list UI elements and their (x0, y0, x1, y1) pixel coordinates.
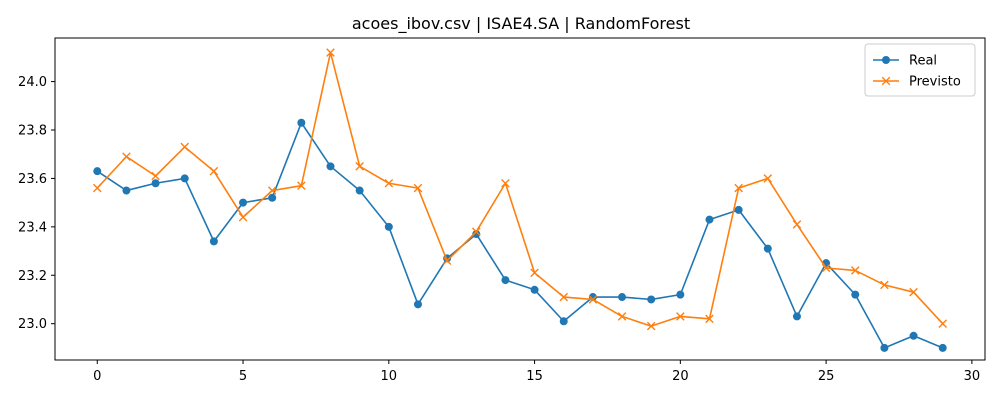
point-previsto (792, 220, 802, 229)
point-previsto (880, 280, 889, 290)
legend-item-previsto: Previsto (873, 75, 961, 90)
point-real (618, 293, 627, 302)
point-real (530, 285, 539, 294)
point-previsto (850, 266, 860, 275)
point-real (297, 118, 306, 127)
point-previsto (355, 162, 364, 171)
point-previsto (646, 321, 656, 331)
y-tick-label: 24.0 (18, 75, 47, 90)
legend: Real Previsto (864, 43, 976, 97)
series-previsto (92, 48, 948, 331)
point-previsto (151, 171, 160, 181)
point-previsto (442, 256, 452, 266)
plot-area (54, 37, 986, 361)
legend-item-real: Real (873, 54, 937, 69)
point-real (268, 193, 277, 202)
point-previsto (122, 152, 131, 161)
point-previsto (471, 227, 481, 236)
point-previsto (588, 295, 598, 304)
point-previsto (180, 142, 190, 152)
point-previsto (734, 183, 743, 193)
point-real (792, 312, 801, 321)
y-tick-label: 23.8 (18, 124, 47, 139)
x-tick-label: 30 (964, 369, 981, 384)
y-tick-label: 23.4 (18, 220, 47, 235)
series-line-previsto (96, 51, 944, 327)
point-previsto (92, 183, 102, 193)
point-real (938, 343, 947, 352)
point-real (647, 295, 656, 304)
x-tick-label: 5 (239, 369, 247, 384)
y-axis: 23.0 23.2 23.4 23.6 23.8 24.0 (18, 75, 55, 332)
point-real (122, 186, 131, 195)
legend-label-previsto: Previsto (909, 75, 961, 90)
plot-frame (54, 37, 986, 361)
point-previsto (501, 178, 510, 188)
point-real (880, 343, 889, 352)
point-previsto (821, 263, 831, 273)
point-real (93, 167, 102, 176)
point-previsto (705, 314, 714, 324)
point-previsto (413, 183, 423, 193)
point-previsto (238, 212, 248, 222)
legend-box (864, 43, 976, 97)
x-axis: 0 5 10 15 20 25 30 (93, 360, 980, 384)
point-previsto (384, 178, 394, 188)
point-previsto (909, 287, 918, 297)
point-previsto (617, 312, 627, 321)
point-previsto (326, 48, 335, 57)
point-real (734, 205, 743, 214)
point-real (676, 290, 685, 299)
series-layer (92, 48, 948, 352)
y-tick-label: 23.6 (18, 172, 47, 187)
point-real (209, 237, 218, 246)
point-previsto (763, 174, 773, 183)
x-tick-label: 15 (526, 369, 543, 384)
legend-label-real: Real (909, 54, 937, 69)
point-real (151, 179, 160, 188)
point-real (909, 331, 918, 340)
point-real (326, 162, 335, 171)
point-previsto (209, 166, 219, 176)
point-real (501, 276, 510, 285)
point-real (384, 222, 393, 231)
point-previsto (297, 181, 306, 190)
point-previsto (559, 292, 569, 302)
point-previsto (938, 319, 948, 328)
x-tick-label: 0 (93, 369, 101, 384)
point-previsto (676, 312, 685, 321)
x-tick-label: 20 (672, 369, 689, 384)
point-real (239, 198, 248, 207)
point-real (559, 317, 568, 326)
point-real (705, 215, 714, 224)
point-real (472, 230, 481, 239)
point-real (851, 290, 860, 299)
point-real (180, 174, 189, 183)
x-tick-label: 10 (381, 369, 398, 384)
y-tick-label: 23.0 (18, 317, 47, 332)
point-real (413, 300, 422, 309)
x-tick-label: 25 (818, 369, 835, 384)
y-tick-label: 23.2 (18, 269, 47, 284)
point-real (355, 186, 364, 195)
point-previsto (530, 268, 539, 278)
legend-marker-previsto (881, 76, 891, 86)
point-real (763, 244, 772, 253)
chart-title: acoes_ibov.csv | ISAE4.SA | RandomForest (352, 14, 690, 34)
legend-marker-real (882, 56, 890, 64)
point-previsto (267, 186, 277, 195)
